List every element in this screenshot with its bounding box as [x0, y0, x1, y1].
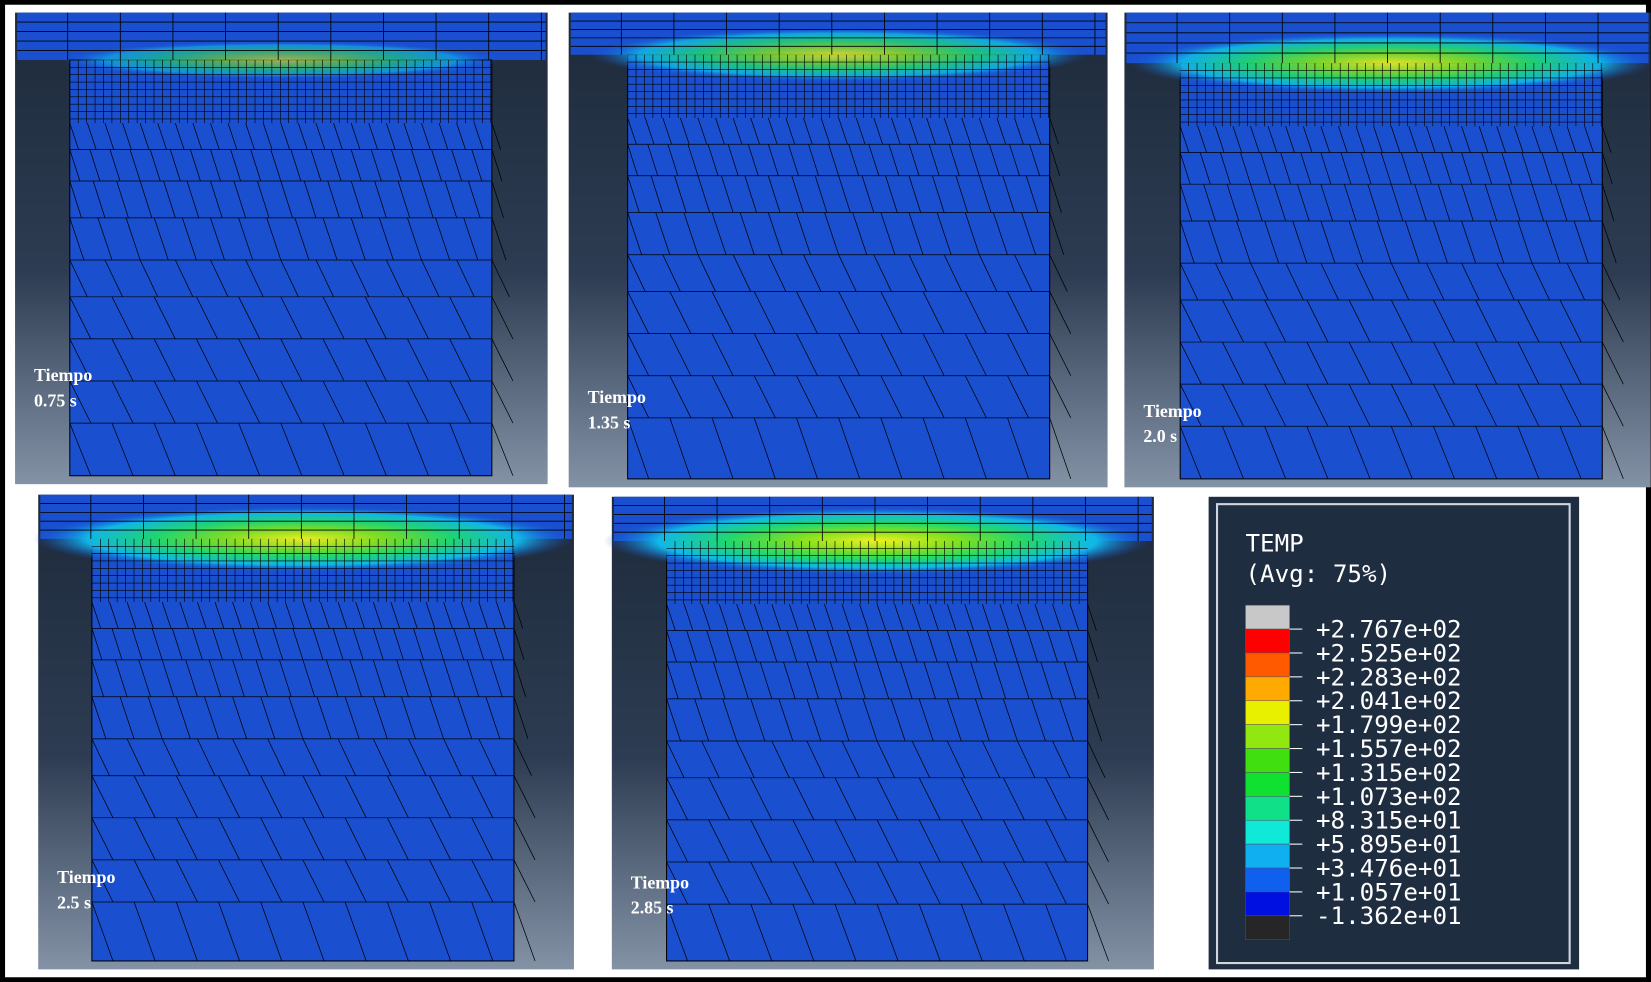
- panel-label: Tiempo: [34, 365, 92, 385]
- heat-zone: [590, 28, 1088, 81]
- panel-label: Tiempo: [57, 867, 115, 887]
- legend: TEMP (Avg: 75%) +2.767e+02+2.525e+02+2.2…: [1209, 497, 1579, 970]
- heat-zone: [61, 41, 500, 78]
- legend-swatch: [1245, 749, 1289, 773]
- panel-label: Tiempo: [631, 872, 689, 892]
- heat-zone: [1130, 33, 1651, 93]
- specimen: [1180, 63, 1602, 479]
- result-panel: Tiempo 2.85 s: [603, 497, 1153, 970]
- legend-swatch: [1245, 772, 1289, 796]
- legend-swatch: [1245, 844, 1289, 868]
- legend-label: -1.362e+01: [1316, 902, 1462, 930]
- panel-time: 2.85 s: [631, 898, 674, 918]
- heat-zone: [33, 506, 573, 571]
- figure: Tiempo0.75 sTiempo1.35 sTiempo2.0 sTiemp…: [0, 0, 1651, 982]
- legend-swatch: [1245, 677, 1289, 701]
- legend-swatch: [1245, 629, 1289, 653]
- panel-time: 0.75 s: [34, 390, 77, 410]
- legend-swatch: [1245, 868, 1289, 892]
- panel-label: Tiempo: [1143, 401, 1201, 421]
- panel-time: 2.0 s: [1143, 426, 1177, 446]
- legend-swatch: [1245, 892, 1289, 916]
- legend-swatch: [1245, 820, 1289, 844]
- result-panel: Tiempo 0.75 s: [15, 13, 548, 485]
- result-panel: Tiempo 2.0 s: [1124, 13, 1651, 488]
- legend-swatch: [1245, 796, 1289, 820]
- legend-swatch: [1245, 701, 1289, 725]
- panel-time: 1.35 s: [588, 412, 631, 432]
- specimen: [70, 60, 492, 476]
- legend-swatch: [1245, 916, 1289, 940]
- legend-title: TEMP: [1245, 530, 1303, 558]
- panel-time: 2.5 s: [57, 892, 91, 912]
- legend-swatch: [1245, 725, 1289, 749]
- panel-label: Tiempo: [588, 387, 646, 407]
- legend-subtitle: (Avg: 75%): [1245, 560, 1391, 588]
- legend-swatch: [1245, 605, 1289, 629]
- result-panel: Tiempo 1.35 s: [569, 13, 1108, 488]
- result-panel: Tiempo 2.5 s: [33, 495, 574, 970]
- legend-swatch: [1245, 653, 1289, 677]
